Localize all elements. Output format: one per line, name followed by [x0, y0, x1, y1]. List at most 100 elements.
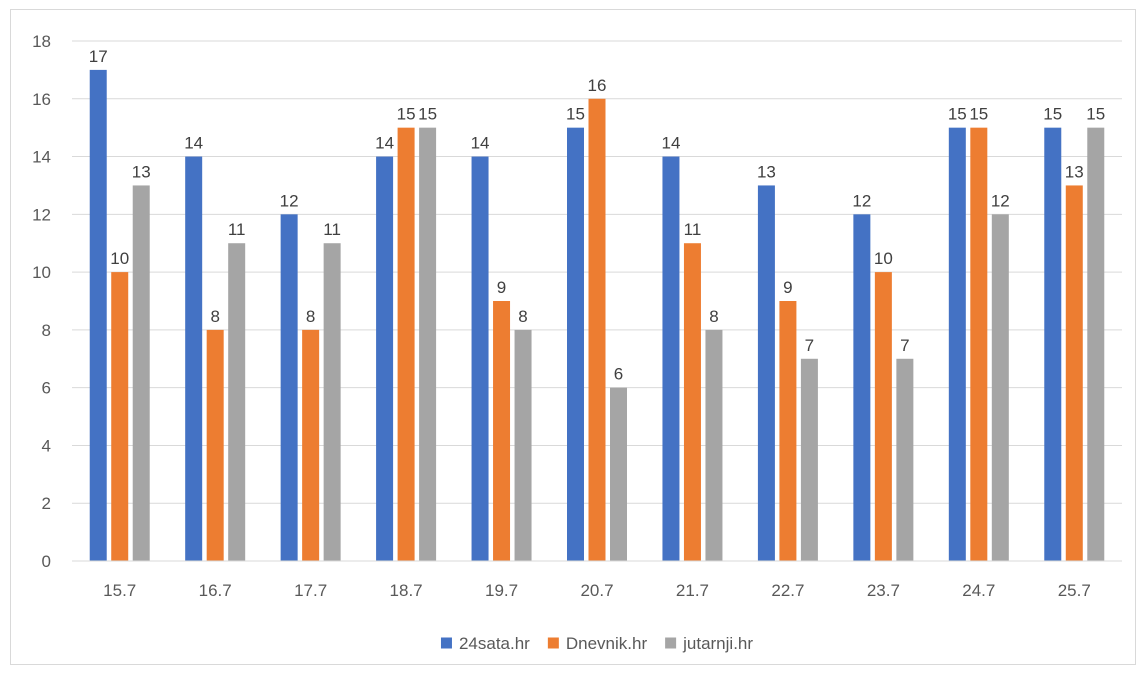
bar [1044, 127, 1062, 562]
bar [991, 214, 1009, 562]
bar [397, 127, 415, 562]
series-24sata-hr [89, 69, 1062, 562]
data-label: 15 [418, 105, 437, 124]
bar [514, 329, 532, 561]
bar [132, 185, 150, 561]
bar [493, 301, 511, 561]
bar [302, 329, 320, 561]
data-label: 11 [228, 220, 246, 239]
y-axis-ticks: 0 2 4 6 8 10 12 14 16 18 [32, 32, 51, 571]
data-label: 10 [874, 249, 893, 268]
x-tick-label: 17.7 [294, 581, 327, 600]
data-label: 8 [210, 307, 219, 326]
bar [1087, 127, 1105, 562]
legend-label: Dnevnik.hr [566, 634, 648, 653]
bar [206, 329, 224, 561]
data-label: 14 [184, 134, 203, 153]
legend-item: jutarnji.hr [665, 634, 753, 653]
data-label: 15 [1086, 105, 1105, 124]
bar [588, 98, 606, 562]
series-dnevnik-hr [111, 98, 1083, 562]
bar [853, 214, 871, 562]
bar [948, 127, 966, 562]
legend-swatch [665, 637, 677, 649]
bar [970, 127, 988, 562]
data-label: 14 [375, 134, 394, 153]
bar [376, 156, 394, 562]
y-tick-label: 2 [42, 494, 51, 513]
y-tick-label: 8 [42, 321, 51, 340]
data-label: 14 [661, 134, 680, 153]
bar [111, 272, 129, 561]
data-label: 15 [948, 105, 967, 124]
data-label: 8 [306, 307, 315, 326]
y-tick-label: 14 [32, 148, 51, 167]
x-tick-label: 23.7 [867, 581, 900, 600]
data-label: 10 [110, 249, 129, 268]
x-tick-label: 18.7 [390, 581, 423, 600]
data-label: 9 [497, 278, 506, 297]
bar [610, 387, 627, 561]
x-tick-label: 15.7 [103, 581, 136, 600]
bar [228, 243, 246, 561]
bar [683, 243, 701, 561]
legend-label: 24sata.hr [459, 634, 530, 653]
bars [89, 69, 1105, 562]
bar [89, 69, 107, 561]
bar [419, 127, 437, 562]
data-label: 8 [709, 307, 718, 326]
x-tick-label: 24.7 [962, 581, 995, 600]
bar [896, 358, 914, 561]
legend-item: 24sata.hr [440, 634, 530, 653]
legend-swatch [440, 637, 452, 649]
y-tick-label: 16 [32, 90, 51, 109]
bar [471, 156, 489, 562]
data-label: 8 [518, 307, 527, 326]
bar [323, 243, 341, 561]
data-label: 13 [757, 162, 776, 181]
data-label: 15 [397, 105, 416, 124]
bar [705, 329, 723, 561]
x-tick-label: 16.7 [199, 581, 232, 600]
data-label: 14 [471, 134, 490, 153]
data-label: 17 [89, 47, 108, 66]
data-label: 15 [1043, 105, 1062, 124]
series-jutarnji-hr [132, 127, 1105, 562]
bar [1065, 185, 1083, 561]
x-tick-label: 25.7 [1058, 581, 1091, 600]
bar [800, 358, 818, 561]
x-tick-label: 22.7 [771, 581, 804, 600]
legend-swatch [547, 637, 559, 649]
x-tick-label: 21.7 [676, 581, 709, 600]
x-tick-label: 19.7 [485, 581, 518, 600]
data-label: 13 [132, 162, 151, 181]
data-label: 7 [900, 336, 909, 355]
bar [662, 156, 680, 562]
y-tick-label: 12 [32, 205, 51, 224]
legend-item: Dnevnik.hr [547, 634, 648, 653]
bar [779, 301, 797, 561]
legend: 24sata.hr Dnevnik.hr jutarnji.hr [440, 634, 753, 653]
data-label: 15 [566, 105, 585, 124]
bar [185, 156, 203, 562]
data-label: 12 [280, 191, 299, 210]
bar [280, 214, 298, 562]
bar [874, 272, 892, 561]
data-label: 15 [969, 105, 988, 124]
data-label: 6 [614, 365, 623, 384]
data-label: 12 [991, 191, 1010, 210]
bar [567, 127, 584, 562]
x-tick-label: 20.7 [580, 581, 613, 600]
data-label: 9 [783, 278, 792, 297]
y-tick-label: 4 [42, 436, 51, 455]
data-label: 12 [852, 191, 871, 210]
data-label: 11 [323, 220, 341, 239]
y-tick-label: 10 [32, 263, 51, 282]
legend-label: jutarnji.hr [682, 634, 753, 653]
data-label: 16 [588, 76, 607, 95]
data-label: 11 [684, 220, 702, 239]
y-tick-label: 0 [42, 552, 51, 571]
x-axis-ticks: 15.7 16.7 17.7 18.7 19.7 20.7 21.7 22.7 23.7 24.7… [103, 581, 1091, 600]
